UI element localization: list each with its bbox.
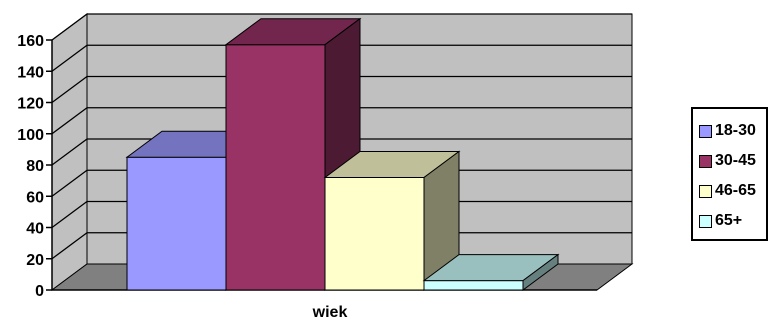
bar-front (423, 280, 524, 291)
gridline (51, 107, 632, 135)
legend-item: 46-65 (699, 176, 766, 206)
legend-item: 18-30 (699, 116, 766, 146)
bar-front (225, 44, 326, 291)
legend-swatch (699, 184, 712, 198)
gridline (51, 138, 632, 166)
bar-65+ (422, 253, 560, 291)
legend-item: 30-45 (699, 146, 766, 176)
y-tick-label: 20 (26, 252, 44, 269)
bar-46-65 (323, 150, 461, 291)
y-tick-label: 140 (17, 64, 44, 81)
bar-front (324, 177, 425, 291)
legend-item: 65+ (699, 206, 766, 236)
legend-label: 18-30 (715, 122, 756, 139)
legend-label: 30-45 (715, 152, 756, 169)
gridline (51, 75, 632, 104)
y-tick-label: 160 (17, 33, 44, 50)
y-tick-label: 100 (17, 127, 44, 144)
gridline (51, 44, 632, 72)
y-axis-ticks: 0 20 40 60 80 100 120 140 160 (17, 33, 52, 300)
bar-side (522, 253, 559, 291)
legend-swatch (699, 124, 712, 138)
legend-swatch (699, 214, 712, 228)
x-axis-label: wiek (312, 304, 348, 321)
y-tick-label: 40 (26, 221, 44, 238)
y-tick-label: 0 (35, 283, 44, 300)
bars (125, 17, 560, 291)
y-tick-label: 60 (26, 189, 44, 206)
y-tick-label: 120 (17, 96, 44, 113)
legend: 18-30 30-45 46-65 65+ (691, 107, 768, 241)
legend-label: 46-65 (715, 182, 756, 199)
gridline (51, 13, 632, 41)
bar-front (126, 156, 227, 291)
y-tick-label: 80 (26, 158, 44, 175)
legend-swatch (699, 154, 712, 168)
legend-label: 65+ (715, 212, 743, 229)
